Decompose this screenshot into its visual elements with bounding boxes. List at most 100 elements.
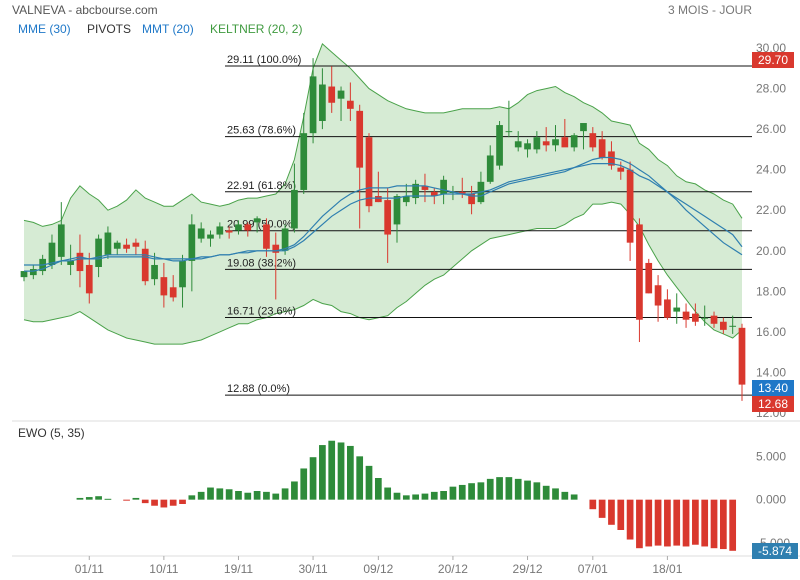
ewo-bar <box>533 482 541 500</box>
price-tick-label: 16.00 <box>756 325 786 339</box>
ewo-bar <box>328 440 336 500</box>
ewo-bar <box>449 486 457 500</box>
time-tick-label: 29/12 <box>513 562 543 576</box>
ewo-bar <box>160 499 168 508</box>
ewo-bar <box>692 499 699 545</box>
ewo-bar <box>673 499 681 546</box>
current-price-badge <box>752 396 794 412</box>
candle-body <box>561 137 569 148</box>
candle-body <box>440 179 447 194</box>
candle-body <box>570 135 578 148</box>
price-tick-label: 24.00 <box>756 163 786 177</box>
ewo-bar <box>207 487 214 500</box>
candle-body <box>552 139 559 146</box>
ewo-bar <box>598 499 606 518</box>
candle-body <box>514 141 522 148</box>
ewo-tick-label: 0.000 <box>756 493 786 507</box>
ewo-bar <box>542 485 550 500</box>
candle-body <box>207 234 214 239</box>
ewo-bar <box>95 496 102 500</box>
candle-body <box>347 100 354 109</box>
ewo-bar <box>664 499 671 547</box>
ewo-bar <box>710 499 718 549</box>
candle-body <box>132 242 140 247</box>
candle-body <box>263 224 270 249</box>
candle-body <box>654 285 662 306</box>
candle-body <box>235 224 242 231</box>
ewo-bar <box>104 498 112 500</box>
candle-body <box>29 269 37 276</box>
keltner-upper-line <box>23 43 743 227</box>
candle-body <box>738 327 746 385</box>
ewo-bar <box>291 481 298 500</box>
ewo-bar <box>626 499 634 540</box>
legend-mmt[interactable]: MMT (20) <box>142 22 194 36</box>
candle-body <box>291 189 298 229</box>
candle-body <box>496 125 503 166</box>
fib-level-label: 29.11 (100.0%) <box>227 54 301 66</box>
fib-level-label: 22.91 (61.8%) <box>227 180 296 192</box>
ewo-bar <box>225 489 233 500</box>
ewo-bar <box>570 494 578 500</box>
ewo-bar <box>319 445 326 500</box>
ewo-last-label: -5.874 <box>758 544 792 558</box>
ewo-bar <box>365 465 373 500</box>
candle-body <box>319 84 326 121</box>
time-tick-label: 10/11 <box>149 562 178 576</box>
chart-title: VALNEVA - abcbourse.com <box>12 3 158 17</box>
fib-level-label: 19.08 (38.2%) <box>227 257 296 269</box>
candle-body <box>589 133 597 148</box>
candle-body <box>701 317 709 319</box>
ewo-bar <box>412 494 419 500</box>
candle-body <box>412 183 419 199</box>
ewo-bar <box>384 487 392 500</box>
candle-body <box>636 224 643 320</box>
ewo-bar <box>458 484 466 500</box>
candle-body <box>151 264 158 280</box>
candle-body <box>729 325 737 327</box>
period-label[interactable]: 3 MOIS - JOUR <box>668 3 752 17</box>
fib-level-label: 20.99 (50.0%) <box>227 219 296 231</box>
ewo-bar <box>272 493 280 500</box>
ewo-bar <box>374 478 382 500</box>
candle-body <box>645 262 653 294</box>
candle-body <box>20 271 28 278</box>
ewo-bar <box>617 499 625 530</box>
ewo-bar <box>477 482 485 500</box>
time-tick-label: 09/12 <box>363 562 393 576</box>
keltner-fill <box>24 43 742 345</box>
candle-body <box>524 143 531 150</box>
ewo-bar <box>719 499 727 550</box>
candle-body <box>626 169 634 243</box>
price-tick-label: 22.00 <box>756 203 786 217</box>
candle-body <box>617 167 625 172</box>
ewo-bar <box>496 477 503 500</box>
candle-body <box>169 287 177 298</box>
candle-body <box>216 226 224 235</box>
ewo-bar <box>337 442 345 500</box>
last-price-badge <box>752 380 794 396</box>
price-tick-label: 28.00 <box>756 82 786 96</box>
price-tick-label: 14.00 <box>756 365 786 379</box>
legend-keltner[interactable]: KELTNER (20, 2) <box>210 22 302 36</box>
ewo-bar <box>393 492 401 500</box>
candle-body <box>365 137 373 207</box>
legend-mme[interactable]: MME (30) <box>18 22 71 36</box>
ewo-bar <box>402 495 410 500</box>
candle-body <box>76 252 84 272</box>
ewo-bar <box>235 491 242 500</box>
ewo-bar <box>169 499 177 506</box>
high-price-badge <box>752 52 794 68</box>
candle-body <box>281 228 289 251</box>
mmt-20-line <box>24 156 743 272</box>
ewo-bar <box>430 491 438 500</box>
ewo-bar <box>263 491 270 500</box>
ewo-bar <box>645 499 653 547</box>
candle-body <box>188 224 196 261</box>
candle-body <box>430 191 438 197</box>
legend-pivots[interactable]: PIVOTS <box>87 22 131 36</box>
ewo-bar <box>440 491 447 500</box>
candle-body <box>57 224 65 257</box>
ewo-bar <box>197 491 205 500</box>
